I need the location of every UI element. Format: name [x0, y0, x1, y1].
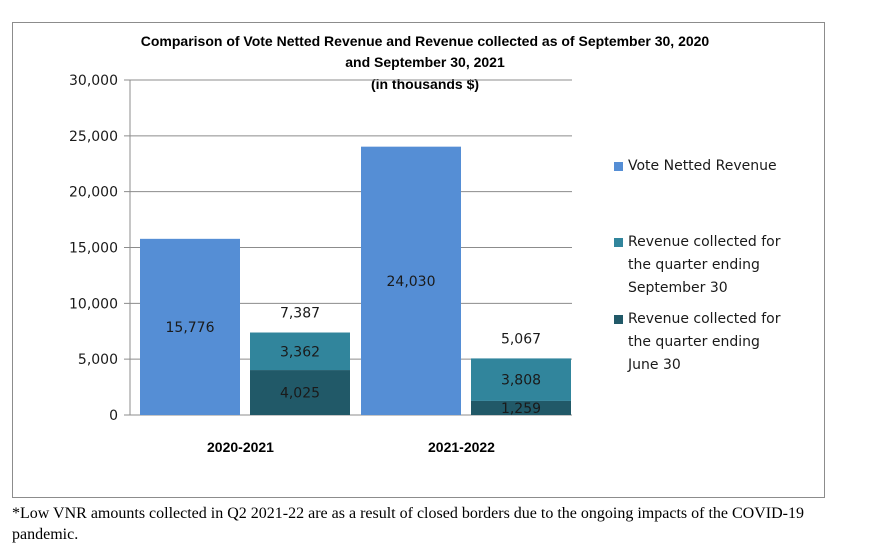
bar-data-label: 1,259 — [501, 401, 541, 417]
footnote: *Low VNR amounts collected in Q2 2021-22… — [12, 505, 804, 543]
bar-revenue-june-30 — [250, 370, 350, 415]
y-tick-label: 15,000 — [69, 241, 118, 257]
stack-total-label: 7,387 — [280, 306, 320, 322]
bar-data-label: 15,776 — [166, 320, 215, 336]
legend-label: Revenue collected for the quarter ending… — [628, 234, 781, 296]
legend-swatch — [614, 162, 623, 171]
bar-revenue-sept-30 — [250, 332, 350, 371]
legend-swatch — [614, 238, 623, 247]
x-category-label: 2020-2021 — [207, 439, 274, 455]
bar-vote-netted-revenue — [361, 146, 461, 416]
legend-label: Revenue collected for the quarter ending… — [628, 311, 781, 373]
bar-data-label: 3,362 — [280, 344, 320, 360]
bar-data-label: 3,808 — [501, 373, 541, 389]
bar-revenue-sept-30 — [471, 358, 571, 401]
bar-vote-netted-revenue — [140, 238, 240, 415]
bar-data-label: 4,025 — [280, 386, 320, 402]
x-category-label: 2021-2022 — [428, 439, 495, 455]
y-tick-label: 5,000 — [78, 352, 118, 368]
legend-label: Vote Netted Revenue — [628, 158, 777, 174]
stack-total-label: 5,067 — [501, 331, 541, 347]
bar-revenue-june-30 — [471, 400, 571, 415]
y-tick-label: 25,000 — [69, 129, 118, 145]
chart-title-line-2: and September 30, 2021 — [345, 54, 505, 70]
y-tick-label: 10,000 — [69, 296, 118, 312]
y-tick-label: 30,000 — [69, 73, 118, 89]
bar-data-label: 24,030 — [387, 274, 436, 290]
y-tick-label: 0 — [109, 408, 118, 424]
y-tick-label: 20,000 — [69, 185, 118, 201]
legend-swatch — [614, 315, 623, 324]
chart-title-line-1: Comparison of Vote Netted Revenue and Re… — [140, 33, 710, 49]
